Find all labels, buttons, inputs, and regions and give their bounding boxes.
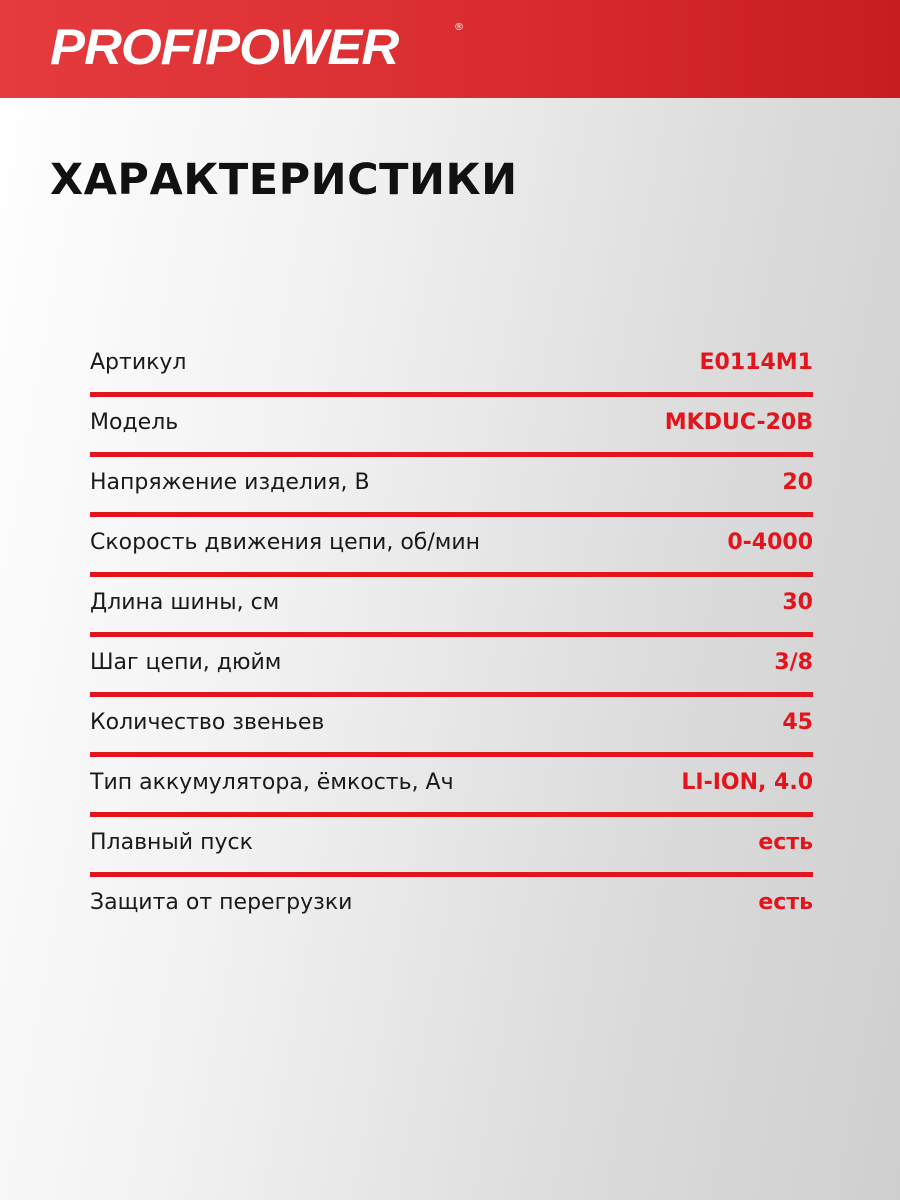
- registered-mark: ®: [454, 22, 464, 33]
- spec-value: E0114M1: [699, 350, 813, 375]
- spec-row: Шаг цепи, дюйм 3/8: [90, 635, 813, 697]
- row-divider: [90, 512, 813, 517]
- spec-label: Артикул: [90, 350, 187, 375]
- spec-label: Напряжение изделия, В: [90, 470, 370, 495]
- row-divider: [90, 812, 813, 817]
- spec-row: Напряжение изделия, В 20: [90, 455, 813, 517]
- spec-value: есть: [758, 830, 813, 855]
- spec-row: Тип аккумулятора, ёмкость, Ач LI-ION, 4.0: [90, 755, 813, 817]
- spec-row: Защита от перегрузки есть: [90, 875, 813, 935]
- spec-row: Плавный пуск есть: [90, 815, 813, 877]
- row-divider: [90, 872, 813, 877]
- row-divider: [90, 572, 813, 577]
- row-divider: [90, 752, 813, 757]
- spec-row: Длина шины, см 30: [90, 575, 813, 637]
- spec-row: Модель MKDUC-20B: [90, 395, 813, 457]
- spec-label: Модель: [90, 410, 179, 435]
- spec-row: Скорость движения цепи, об/мин 0-4000: [90, 515, 813, 577]
- spec-row: Количество звеньев 45: [90, 695, 813, 757]
- spec-value: 30: [782, 590, 813, 615]
- spec-value: LI-ION, 4.0: [681, 770, 813, 795]
- spec-label: Длина шины, см: [90, 590, 280, 615]
- specs-table: Артикул E0114M1 Модель MKDUC-20B Напряжение …: [90, 335, 813, 935]
- row-divider: [90, 452, 813, 457]
- header-banner: PROFIPOWER ®: [0, 0, 900, 98]
- spec-label: Скорость движения цепи, об/мин: [90, 530, 481, 555]
- spec-value: 20: [782, 470, 813, 495]
- spec-value: MKDUC-20B: [664, 410, 813, 435]
- spec-value: есть: [758, 890, 813, 915]
- spec-label: Плавный пуск: [90, 830, 253, 855]
- spec-value: 3/8: [774, 650, 813, 675]
- row-divider: [90, 632, 813, 637]
- spec-label: Тип аккумулятора, ёмкость, Ач: [90, 770, 454, 795]
- spec-label: Шаг цепи, дюйм: [90, 650, 282, 675]
- row-divider: [90, 392, 813, 397]
- spec-row: Артикул E0114M1: [90, 335, 813, 397]
- page-title: ХАРАКТЕРИСТИКИ: [50, 155, 518, 205]
- spec-value: 45: [782, 710, 813, 735]
- spec-label: Количество звеньев: [90, 710, 325, 735]
- spec-label: Защита от перегрузки: [90, 890, 353, 915]
- brand-logo: PROFIPOWER: [50, 19, 399, 75]
- row-divider: [90, 692, 813, 697]
- spec-value: 0-4000: [727, 530, 813, 555]
